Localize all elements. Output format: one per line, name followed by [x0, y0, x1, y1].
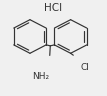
Text: Cl: Cl: [81, 63, 90, 72]
Text: HCl: HCl: [44, 3, 63, 13]
Text: NH₂: NH₂: [32, 72, 49, 81]
